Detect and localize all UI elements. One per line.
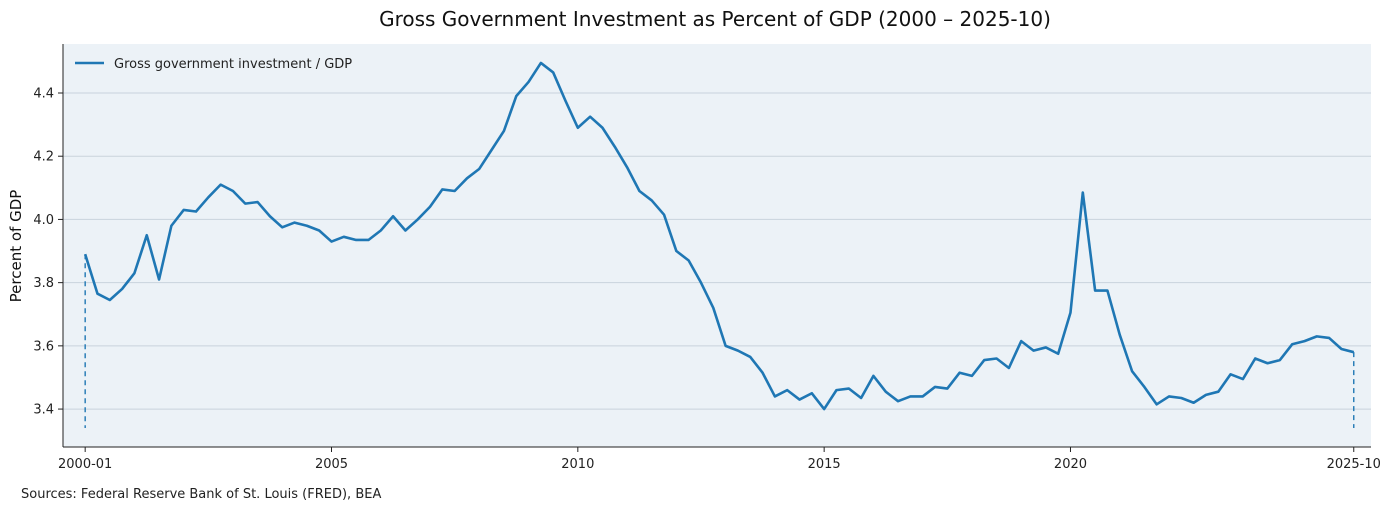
series-line-gross-government-investment xyxy=(83,61,1355,411)
x-tick-label: 2000-01 xyxy=(58,457,112,472)
y-axis-label: Percent of GDP xyxy=(7,190,25,303)
y-tick-label: 3.6 xyxy=(33,339,54,354)
legend: Gross government investment / GDP xyxy=(75,57,352,72)
y-ticks: 3.4 3.6 3.8 4.0 4.2 4.4 xyxy=(33,86,63,418)
gridlines xyxy=(63,92,1371,410)
x-tick-label: 2005 xyxy=(315,457,348,472)
range-markers xyxy=(84,254,1355,429)
y-tick-label: 4.2 xyxy=(33,150,54,165)
chart-title: Gross Government Investment as Percent o… xyxy=(379,7,1051,31)
x-tick-label: 2025-10 xyxy=(1327,457,1380,472)
y-tick-label: 4.4 xyxy=(33,86,54,101)
y-tick-label: 4.0 xyxy=(33,213,54,228)
source-note: Sources: Federal Reserve Bank of St. Lou… xyxy=(21,487,382,502)
y-tick-label: 3.8 xyxy=(33,276,54,291)
x-tick-label: 2010 xyxy=(561,457,594,472)
plot-area xyxy=(63,44,1371,447)
axes xyxy=(62,44,1371,448)
x-ticks: 2000-01 2005 2010 2015 2020 2025-10 xyxy=(58,447,1380,472)
x-tick-label: 2015 xyxy=(808,457,841,472)
legend-label: Gross government investment / GDP xyxy=(114,57,352,72)
y-tick-label: 3.4 xyxy=(33,403,54,418)
x-tick-label: 2020 xyxy=(1054,457,1087,472)
